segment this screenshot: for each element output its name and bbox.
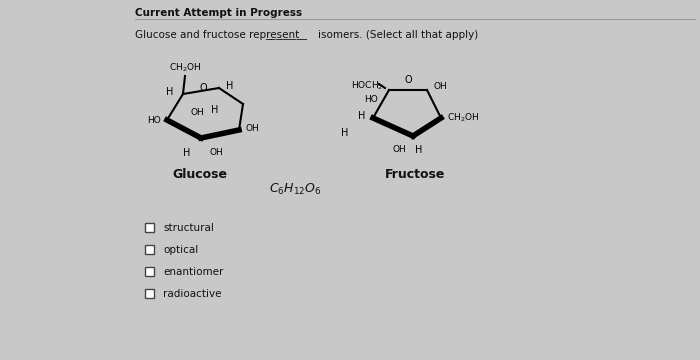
Text: enantiomer: enantiomer [163,267,223,277]
Text: isomers. (Select all that apply): isomers. (Select all that apply) [318,30,478,40]
Text: OH: OH [246,123,260,132]
Text: Current Attempt in Progress: Current Attempt in Progress [135,8,302,18]
Text: O: O [199,83,206,93]
Bar [145,245,154,254]
Text: radioactive: radioactive [163,289,221,299]
Text: H: H [226,81,233,91]
Text: H: H [342,128,349,138]
Text: structural: structural [163,223,214,233]
Text: ________: ________ [265,30,307,40]
Text: optical: optical [163,245,198,255]
Text: HO: HO [147,116,161,125]
Text: Glucose: Glucose [172,168,228,181]
Text: H: H [358,111,365,121]
Text: HO: HO [364,95,378,104]
Text: OH: OH [433,81,447,90]
Text: OH: OH [190,108,204,117]
Text: $C_6H_{12}O_6$: $C_6H_{12}O_6$ [269,182,321,197]
Text: CH$_2$OH: CH$_2$OH [447,112,480,124]
Text: CH$_2$OH: CH$_2$OH [169,62,201,74]
Text: H: H [166,87,173,97]
Text: H: H [183,148,190,158]
Bar [145,289,154,298]
Bar [145,267,154,276]
Text: Fructose: Fructose [385,168,445,181]
Text: HOCH$_2$: HOCH$_2$ [351,80,384,92]
Text: O: O [404,75,412,85]
Text: H: H [211,105,218,115]
Text: H: H [415,145,423,155]
Text: OH: OH [209,148,223,157]
Bar [145,223,154,232]
Text: OH: OH [392,145,406,154]
Text: Glucose and fructose represent: Glucose and fructose represent [135,30,300,40]
